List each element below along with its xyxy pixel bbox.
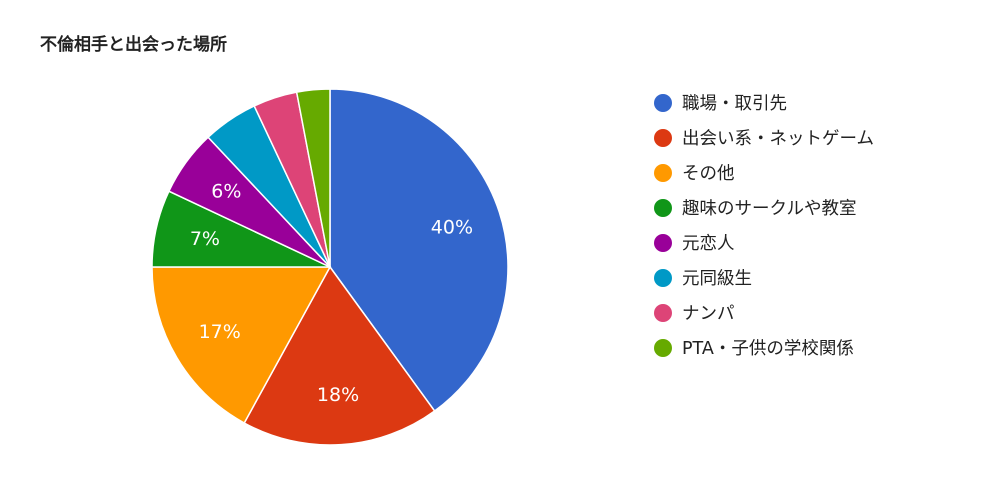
legend-label-2: その他 — [682, 164, 735, 184]
legend-item-4: 元恋人 — [654, 225, 874, 260]
legend-swatch-4 — [654, 233, 672, 252]
legend-label-4: 元恋人 — [682, 234, 735, 254]
legend-swatch-0 — [654, 93, 672, 112]
legend-label-6: ナンパ — [682, 304, 735, 324]
legend-swatch-3 — [654, 198, 672, 217]
legend-label-0: 職場・取引先 — [682, 94, 787, 114]
slice-label-2: 17% — [199, 321, 241, 343]
legend-label-5: 元同級生 — [682, 269, 752, 289]
legend-item-1: 出会い系・ネットゲーム — [654, 120, 874, 155]
legend-swatch-6 — [654, 303, 672, 322]
pie-slice-0 — [329, 88, 509, 413]
pie-slice-1 — [243, 265, 436, 446]
legend-item-6: ナンパ — [654, 295, 874, 330]
legend-swatch-5 — [654, 268, 672, 287]
legend-swatch-2 — [654, 163, 672, 182]
slice-label-1: 18% — [317, 384, 359, 406]
legend-label-1: 出会い系・ネットゲーム — [682, 129, 874, 149]
chart-title: 不倫相手と出会った場所 — [40, 35, 227, 55]
legend-item-5: 元同級生 — [654, 260, 874, 295]
legend-item-7: PTA・子供の学校関係 — [654, 330, 874, 365]
legend-swatch-7 — [654, 338, 672, 357]
legend-swatch-1 — [654, 128, 672, 147]
pie-slice-2 — [151, 266, 332, 425]
legend-item-3: 趣味のサークルや教室 — [654, 190, 874, 225]
slice-label-3: 7% — [190, 228, 220, 250]
legend-item-2: その他 — [654, 155, 874, 190]
legend: 職場・取引先出会い系・ネットゲーム その他趣味のサークルや教室 元恋人元同級生ナンパ… — [654, 85, 874, 365]
legend-item-0: 職場・取引先 — [654, 85, 874, 120]
legend-label-7: PTA・子供の学校関係 — [682, 339, 854, 359]
pie-slice-7 — [295, 88, 331, 268]
slice-label-0: 40% — [431, 216, 473, 238]
slice-label-4: 6% — [211, 181, 241, 203]
legend-label-3: 趣味のサークルや教室 — [682, 199, 857, 219]
